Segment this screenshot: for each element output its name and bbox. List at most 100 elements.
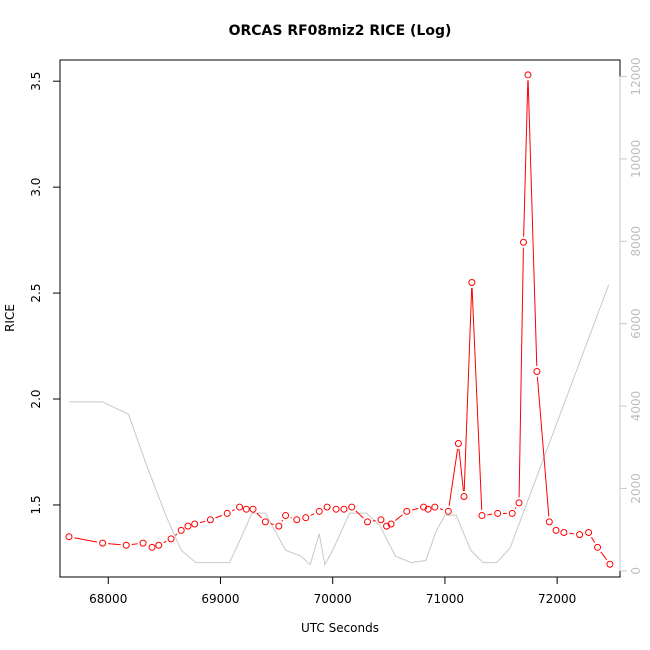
data-point <box>99 539 107 547</box>
y2-tick-label: 12000 <box>629 57 643 95</box>
x-axis-label: UTC Seconds <box>301 621 379 635</box>
data-point <box>249 505 257 513</box>
data-point <box>431 503 439 511</box>
y2-tick-label: 0 <box>629 567 643 575</box>
y-tick-label: 3.5 <box>29 72 43 91</box>
x-tick-label: 70000 <box>314 592 352 606</box>
series-segment <box>310 513 315 516</box>
series-segment <box>281 519 284 522</box>
data-point <box>576 531 584 539</box>
series-segment <box>256 512 262 519</box>
data-point <box>148 543 156 551</box>
y-tick-label: 2.0 <box>29 389 43 408</box>
data-point <box>236 503 244 511</box>
data-point <box>552 526 560 534</box>
data-point <box>65 533 73 541</box>
y2-axis-right: 0 2000 4000 6000 8000 10000 12000 <box>619 57 643 575</box>
y2-tick-label: 10000 <box>629 140 643 178</box>
data-point <box>282 512 290 520</box>
series-segment <box>523 80 529 237</box>
data-point <box>585 529 593 537</box>
data-point <box>515 499 523 507</box>
series-segment <box>527 80 538 366</box>
data-point <box>184 522 192 530</box>
data-point <box>348 503 356 511</box>
y2-tick-label: 8000 <box>629 226 643 257</box>
series-segment <box>174 533 178 536</box>
data-point <box>377 516 385 524</box>
series-layer <box>65 71 614 568</box>
data-point <box>223 509 231 517</box>
data-point <box>122 541 130 549</box>
y2-tick-label: 4000 <box>629 391 643 422</box>
data-point <box>261 518 269 526</box>
data-point <box>403 507 411 515</box>
y-axis: 1.5 2.0 2.5 3.0 3.5 <box>29 72 61 515</box>
series-segment <box>108 543 121 546</box>
series-line <box>68 284 610 567</box>
data-point <box>545 518 553 526</box>
data-point <box>275 522 283 530</box>
series-1 <box>68 284 610 567</box>
y2-tick-label: 2000 <box>629 473 643 504</box>
chart-title: ORCAS RF08miz2 RICE (Log) <box>229 23 452 39</box>
x-axis: 68000 69000 70000 71000 72000 <box>89 576 576 606</box>
data-point <box>315 507 323 515</box>
data-point <box>424 505 432 513</box>
series-segment <box>439 508 444 511</box>
data-point <box>420 503 428 511</box>
x-tick-label: 72000 <box>538 592 576 606</box>
data-point <box>139 539 147 547</box>
series-segment <box>163 540 167 544</box>
data-point <box>383 522 391 530</box>
series-segment <box>131 543 138 546</box>
data-point <box>323 503 331 511</box>
y-axis-label: RICE <box>3 304 17 332</box>
series-segment <box>74 537 98 543</box>
series-segment <box>231 509 235 512</box>
series-segment <box>590 536 596 543</box>
data-point <box>519 238 527 246</box>
data-point <box>177 526 185 534</box>
data-point <box>560 529 568 537</box>
data-point <box>494 509 502 517</box>
data-point <box>167 535 175 543</box>
series-segment <box>514 507 517 510</box>
series-segment <box>270 523 274 525</box>
series-segment <box>355 510 364 519</box>
y-tick-label: 2.5 <box>29 284 43 303</box>
data-point <box>191 520 199 528</box>
series-segment <box>487 513 493 516</box>
data-point <box>293 516 301 524</box>
series-segment <box>215 514 223 519</box>
series-segment <box>458 448 464 492</box>
x-tick-label: 68000 <box>89 592 127 606</box>
series-segment <box>395 514 403 521</box>
data-point <box>363 518 371 526</box>
series-segment <box>518 247 524 498</box>
data-point <box>533 367 541 375</box>
data-point <box>155 541 163 549</box>
series-0 <box>65 71 614 568</box>
y-tick-label: 3.0 <box>29 178 43 197</box>
series-segment <box>600 551 608 561</box>
x-tick-label: 69000 <box>201 592 239 606</box>
data-point <box>460 492 468 500</box>
data-point <box>387 520 395 528</box>
data-point <box>332 505 340 513</box>
data-point <box>454 440 462 448</box>
data-point <box>606 560 614 568</box>
series-segment <box>411 507 419 511</box>
series-segment <box>199 520 206 524</box>
data-point <box>468 278 476 286</box>
data-point <box>242 505 250 513</box>
data-point <box>508 509 516 517</box>
y2-tick-label: 6000 <box>629 308 643 339</box>
data-point <box>478 512 486 520</box>
series-segment <box>536 376 550 517</box>
data-point <box>524 71 532 79</box>
series-segment <box>569 532 575 535</box>
x-tick-label: 71000 <box>426 592 464 606</box>
